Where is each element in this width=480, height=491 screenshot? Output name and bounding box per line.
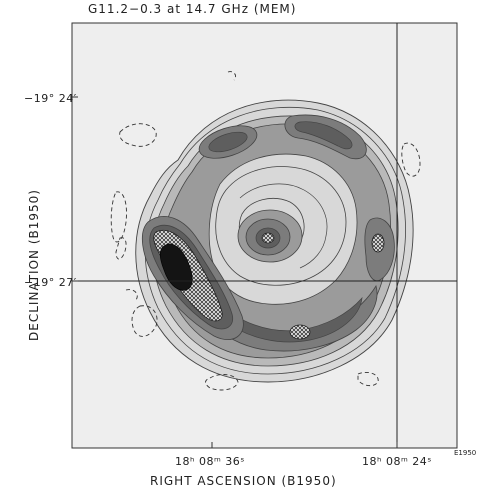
contour-south-knot — [289, 324, 311, 340]
dec-tick-label: −19° 27′ — [24, 276, 77, 289]
dec-tick-label: −19° 24′ — [24, 92, 77, 105]
plot-title: G11.2−0.3 at 14.7 GHz (MEM) — [88, 2, 297, 16]
x-axis-label: RIGHT ASCENSION (B1950) — [150, 474, 337, 488]
ra-tick-label: 18ʰ 08ᵐ 24ˢ — [362, 455, 432, 468]
negative-contours — [110, 71, 421, 391]
epoch-tag: E1950 — [454, 449, 477, 457]
ra-tick-label: 18ʰ 08ᵐ 36ˢ — [175, 455, 245, 468]
y-axis-label: DECLINATION (B1950) — [26, 189, 41, 341]
peak-intensity — [159, 243, 193, 291]
